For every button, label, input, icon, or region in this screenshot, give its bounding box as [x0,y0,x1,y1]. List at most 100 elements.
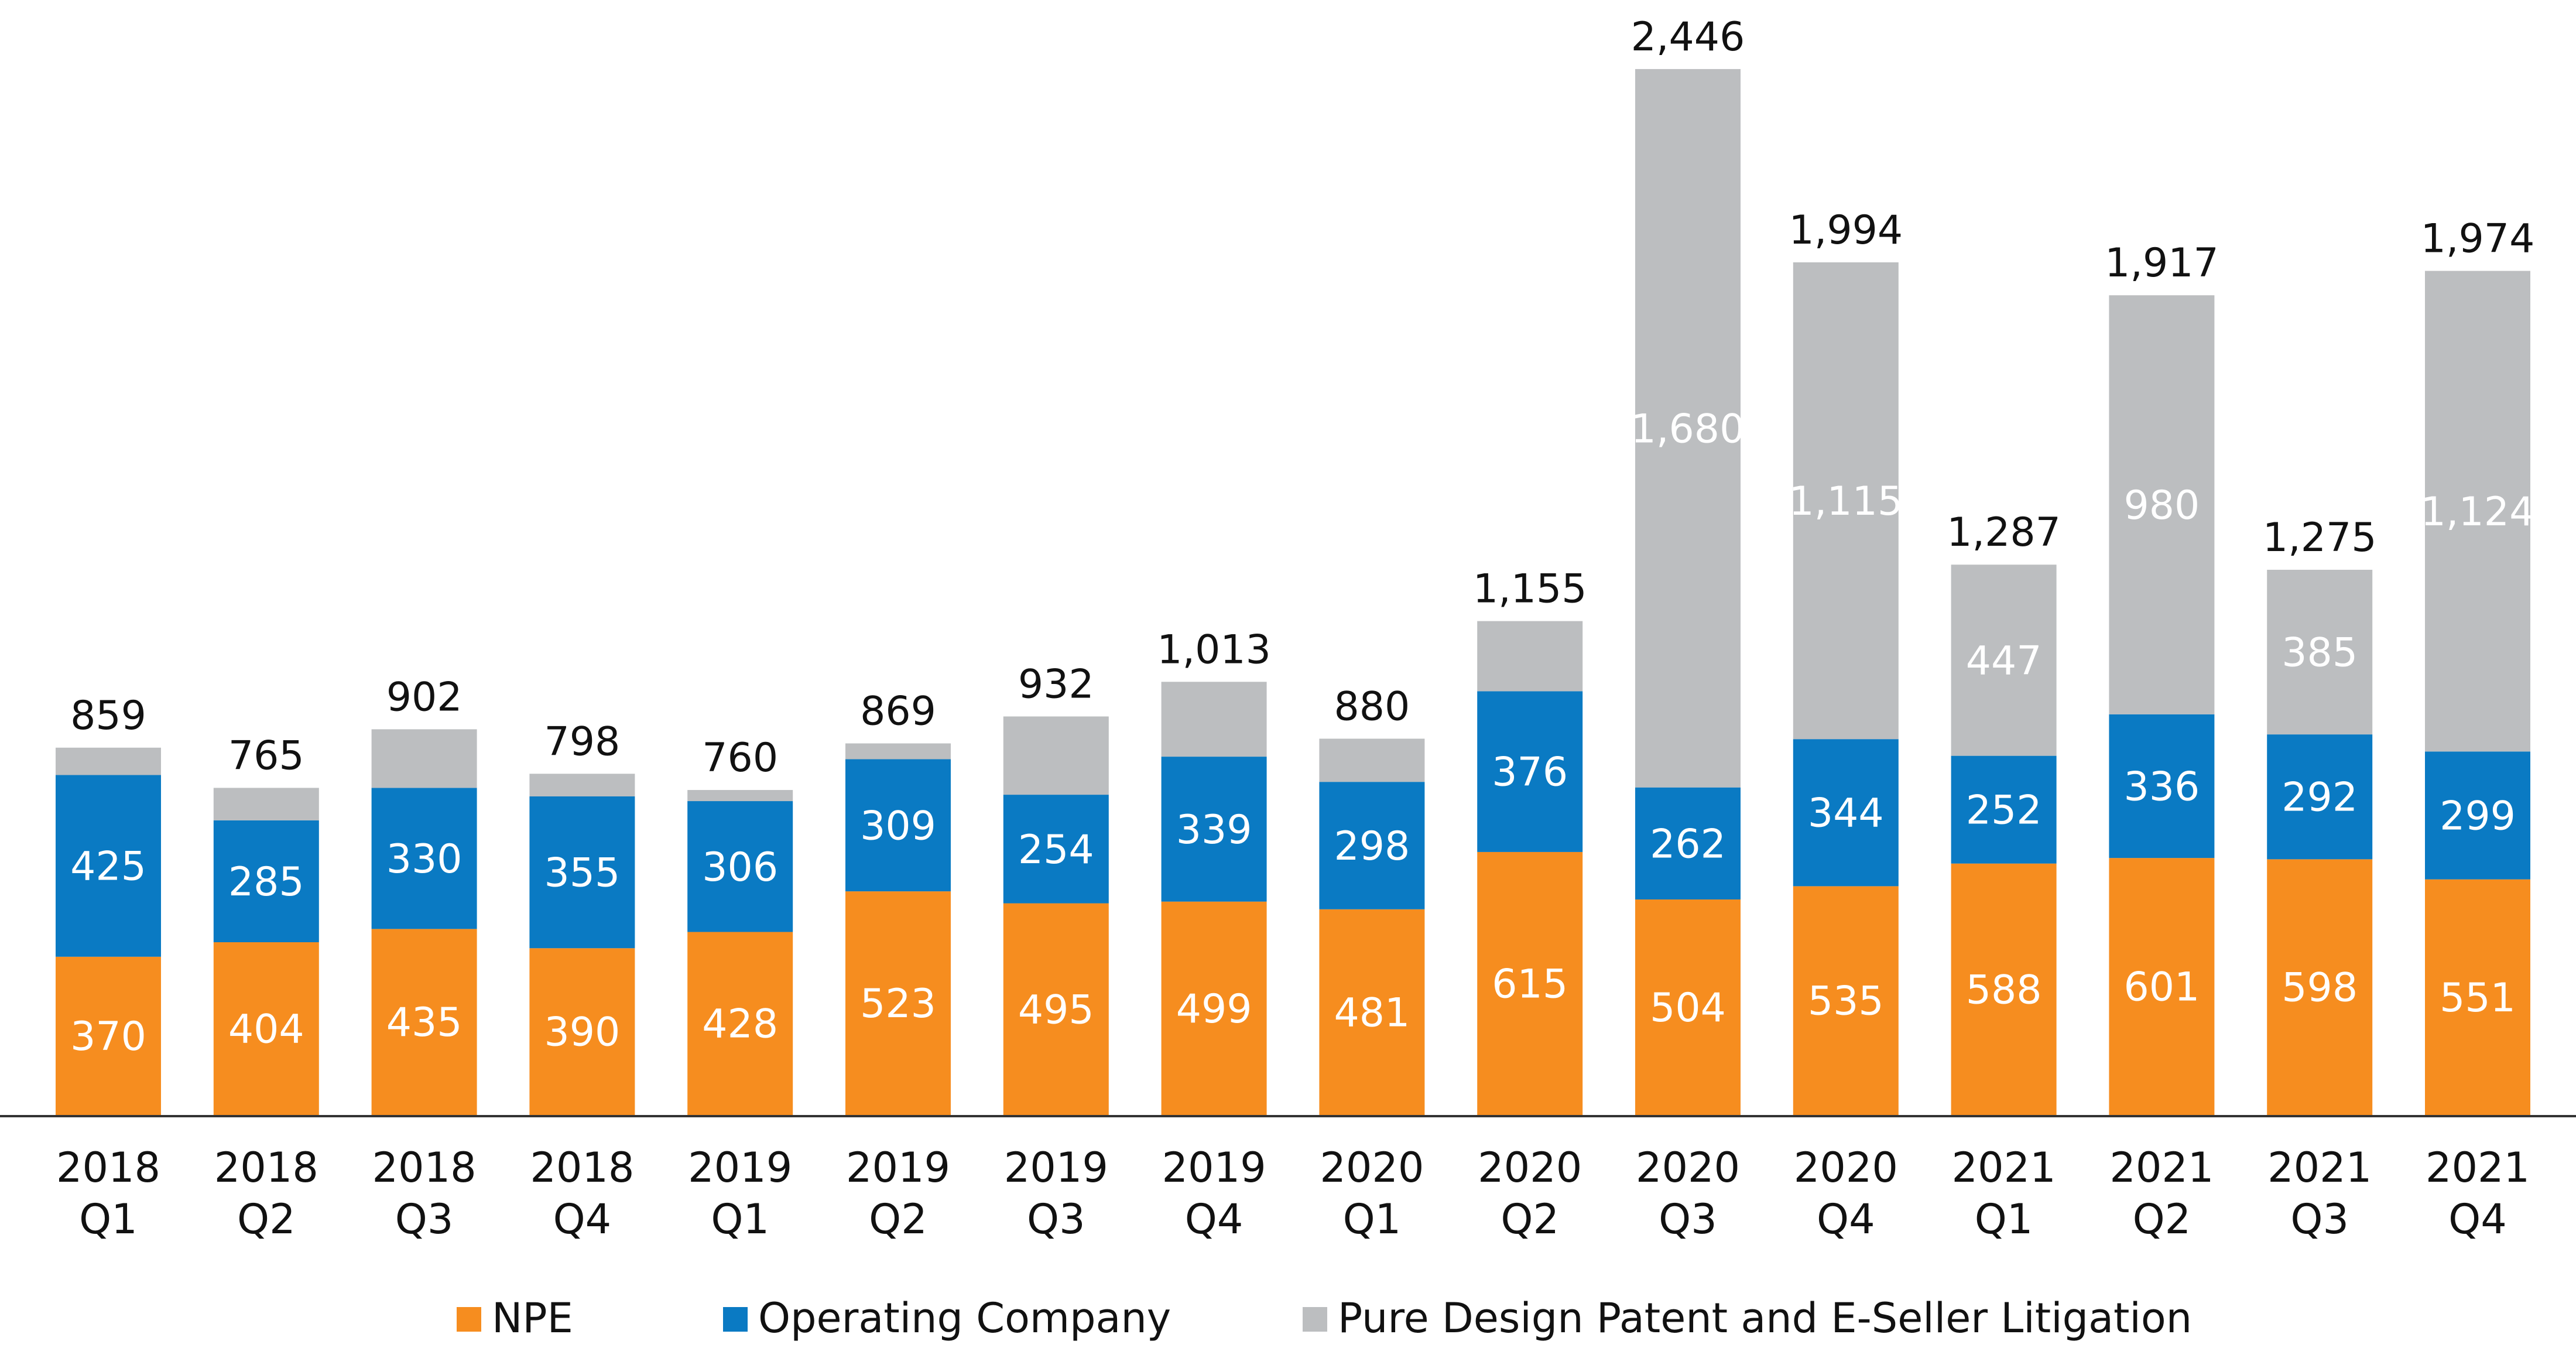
x-tick-label-quarter: Q1 [1343,1195,1402,1243]
bar-segment-design-patent-1 [214,788,319,820]
total-value-label: 1,994 [1789,207,1903,254]
segment-value-label: 601 [2124,964,2200,1011]
x-tick-label-year: 2021 [2426,1144,2530,1192]
segment-value-label: 499 [1176,986,1252,1032]
legend-label-1: Operating Company [758,1294,1171,1342]
bar-segment-design-patent-9 [1477,621,1582,692]
x-tick-label-year: 2018 [214,1144,318,1192]
segment-value-label: 481 [1334,990,1410,1036]
total-value-label: 1,287 [1947,509,2061,556]
segment-value-label: 523 [860,981,936,1027]
bar-segment-design-patent-3 [529,774,635,796]
segment-value-label: 285 [228,859,304,905]
segment-value-label: 336 [2124,764,2200,810]
x-tick-label-quarter: Q2 [1501,1195,1559,1243]
total-value-label: 1,275 [2263,515,2377,561]
x-tick-label-quarter: Q3 [2290,1195,2349,1243]
x-tick-label-year: 2021 [2267,1144,2372,1192]
x-tick-label-quarter: Q3 [1027,1195,1085,1243]
segment-value-label: 370 [70,1014,146,1060]
segment-value-label: 330 [386,836,463,882]
segment-value-label: 252 [1966,788,2042,834]
legend-swatch-1 [723,1307,748,1332]
segment-value-label: 299 [2440,793,2516,839]
segment-value-label: 551 [2440,975,2516,1021]
bar-segment-design-patent-5 [845,743,951,759]
x-tick-label-year: 2020 [1794,1144,1898,1192]
total-value-label: 1,155 [1473,566,1587,613]
x-tick-label-quarter: Q2 [237,1195,296,1243]
x-tick-label-quarter: Q2 [2133,1195,2191,1243]
total-value-label: 798 [544,719,621,765]
bars-group [56,69,2530,1115]
x-tick-label-year: 2019 [688,1144,792,1192]
total-value-label: 1,917 [2105,240,2219,286]
segment-value-label: 344 [1808,791,1884,837]
x-tick-label-year: 2021 [1952,1144,2056,1192]
total-value-label: 932 [1018,661,1094,707]
segment-value-label: 292 [2282,775,2358,821]
x-tick-label-year: 2018 [372,1144,477,1192]
x-tick-label-quarter: Q3 [1659,1195,1717,1243]
segment-value-label: 355 [544,850,621,897]
segment-value-label: 980 [2124,483,2200,529]
bar-segment-design-patent-8 [1319,738,1424,782]
segment-value-label: 495 [1018,987,1094,1033]
bar-segment-design-patent-2 [372,729,477,788]
bar-segment-design-patent-6 [1003,716,1109,795]
segment-value-label: 390 [544,1010,621,1056]
segment-value-label: 428 [702,1001,778,1048]
x-tick-label-quarter: Q4 [553,1195,612,1243]
x-tick-label-year: 2018 [530,1144,634,1192]
legend-swatch-2 [1303,1307,1327,1332]
x-tick-label-year: 2021 [2109,1144,2214,1192]
x-tick-label-year: 2018 [56,1144,160,1192]
x-tick-label-year: 2019 [1004,1144,1108,1192]
segment-value-label: 425 [70,844,146,890]
total-value-label: 1,974 [2421,216,2535,262]
segment-value-label: 254 [1018,827,1094,873]
segment-value-label: 535 [1808,979,1884,1025]
segment-value-label: 1,680 [1631,406,1745,452]
x-tick-label-quarter: Q3 [395,1195,454,1243]
segment-value-label: 504 [1650,985,1726,1031]
segment-value-label: 262 [1650,821,1726,867]
total-value-label: 760 [702,735,778,781]
x-tick-label-quarter: Q4 [1185,1195,1244,1243]
total-value-label: 2,446 [1631,14,1745,60]
bar-segment-design-patent-7 [1162,682,1267,757]
x-tick-label-quarter: Q2 [869,1195,927,1243]
legend-swatch-0 [457,1307,481,1332]
x-tick-label-quarter: Q1 [79,1195,138,1243]
segment-value-label: 447 [1966,638,2042,684]
x-tick-label-quarter: Q1 [1975,1195,2033,1243]
segment-value-label: 435 [386,1000,463,1046]
x-tick-label-quarter: Q4 [2448,1195,2507,1243]
segment-value-label: 1,124 [2421,489,2535,535]
bar-segment-design-patent-0 [56,748,161,775]
segment-value-label: 598 [2282,965,2358,1011]
segment-value-label: 588 [1966,967,2042,1013]
x-tick-label-year: 2019 [846,1144,950,1192]
legend: NPE Operating Company Pure Design Patent a… [457,1294,2192,1342]
segment-value-label: 1,115 [1789,478,1903,525]
segment-value-label: 306 [702,844,778,891]
segment-value-label: 615 [1492,961,1568,1007]
x-tick-label-year: 2019 [1162,1144,1266,1192]
segment-value-label: 404 [228,1006,304,1052]
stacked-bar-chart: 370 425 404 285 435 330 390 355 428 306 523 309 495 2… [0,0,2576,1358]
segment-value-label: 309 [860,803,936,849]
x-tick-label-year: 2020 [1478,1144,1582,1192]
total-value-label: 859 [70,693,146,739]
segment-value-label: 298 [1334,823,1410,870]
category-labels-group: 2018Q12018Q22018Q32018Q42019Q12019Q22019… [56,1144,2530,1243]
bar-segment-design-patent-4 [687,790,793,801]
total-value-label: 765 [228,733,304,779]
segment-value-label: 385 [2282,630,2358,676]
segment-value-label: 376 [1492,750,1568,796]
x-tick-label-year: 2020 [1636,1144,1740,1192]
x-tick-label-year: 2020 [1320,1144,1424,1192]
legend-label-2: Pure Design Patent and E-Seller Litigati… [1338,1294,2192,1342]
legend-label-0: NPE [492,1294,573,1342]
total-value-label: 880 [1334,683,1410,730]
